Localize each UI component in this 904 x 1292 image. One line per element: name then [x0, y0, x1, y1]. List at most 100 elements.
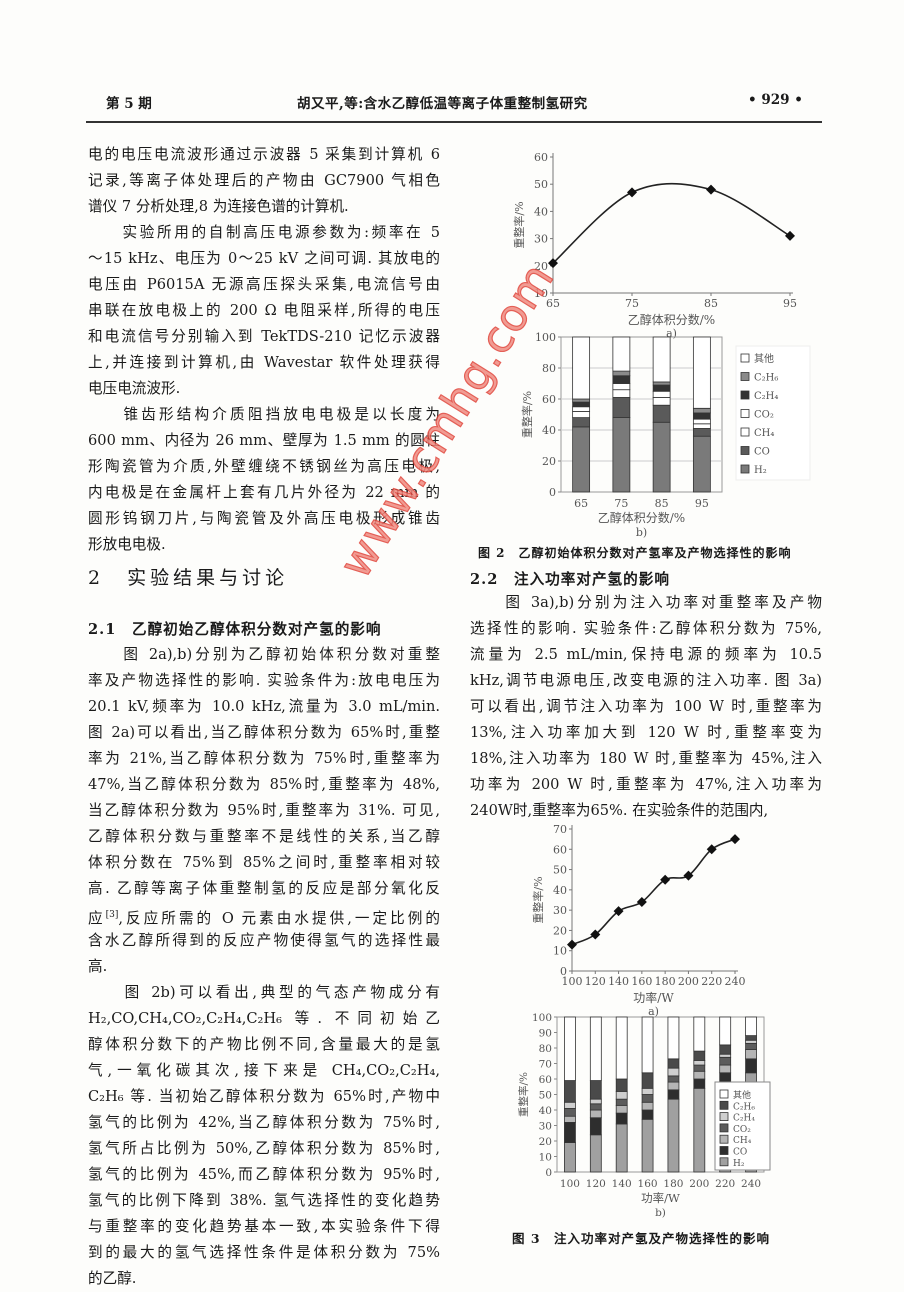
- fig2b-bar-segment: [692, 423, 711, 429]
- fig3a-data-point: [660, 874, 671, 885]
- fig2a-y-tick-label: 20: [534, 260, 548, 273]
- fig3b-x-tick-label: 200: [689, 1178, 709, 1190]
- fig3b-bar-segment: [564, 1115, 576, 1123]
- fig2b-x-tick-label: 65: [574, 497, 588, 510]
- fig2b-y-tick-label: 40: [542, 424, 556, 437]
- paragraph-5-line: H₂,CO,CH₄,CO₂,C₂H₄,C₂H₆ 等. 不同初始乙: [88, 1010, 440, 1027]
- fig3b-bar-segment: [641, 1109, 654, 1120]
- fig3b-y-axis-label: 重整率/%: [517, 1072, 530, 1117]
- fig3a-x-axis-label: 功率/W: [633, 990, 674, 1005]
- fig2a-x-axis-label: 乙醇体积分数/%: [628, 312, 715, 327]
- fig3b-bar-segment: [693, 1016, 706, 1052]
- fig2a-data-point: [706, 184, 716, 195]
- fig3a-series-line: [571, 838, 736, 946]
- fig3b-bar-segment: [641, 1094, 654, 1103]
- paragraph-6-line: 选择性的影响. 实验条件:乙醇体积分数为 75%,: [470, 620, 822, 637]
- paragraph-4-line: 20.1 kV,频率为 10.0 kHz,流量为 3.0 mL/min.: [88, 698, 440, 715]
- fig3a-y-tick-label: 40: [553, 884, 567, 897]
- paragraph-6-line: 功率为 200 W 时,重整率为 47%,注入功率为: [470, 776, 822, 793]
- paragraph-3-line: 内电极是在金属杆上套有几片外径为 22 mm 的: [88, 484, 440, 501]
- fig3b-bar-segment: [615, 1098, 628, 1106]
- fig2b-y-tick-label: 20: [542, 455, 556, 468]
- fig3b-bar-segment: [615, 1016, 628, 1080]
- fig2a-data-point: [627, 187, 637, 198]
- fig3b-legend-label: CO: [733, 1148, 747, 1158]
- fig3b-bar-segment: [641, 1118, 654, 1173]
- fig2a-data-point: [548, 258, 558, 269]
- fig2a-y-axis-label: 重整率/%: [512, 201, 526, 248]
- fig2a-x-tick-label: 75: [625, 297, 639, 310]
- fig3b-bar-segment: [641, 1016, 654, 1074]
- fig2b-bar-segment: [692, 435, 711, 493]
- fig2b-y-tick-label: 60: [542, 393, 556, 406]
- fig2a-x-tick-label: 95: [783, 297, 797, 310]
- fig2b-bar-segment: [652, 381, 671, 386]
- fig3a-x-tick-label: 220: [701, 975, 722, 988]
- fig3b-bar-segment: [564, 1108, 576, 1117]
- fig3b-bar-segment: [745, 1042, 757, 1050]
- paragraph-3-line: 圆形钨钢刀片,与陶瓷管及外高压电极形成锥齿: [88, 510, 440, 527]
- fig3b-y-tick-label: 90: [539, 1028, 552, 1040]
- fig3b-bar-segment: [719, 1056, 732, 1066]
- fig3b-legend-swatch: [719, 1112, 729, 1121]
- fig2b-y-tick-label: 100: [535, 331, 556, 344]
- fig3a-y-axis-label: 重整率/%: [531, 876, 545, 923]
- fig3b-bar-segment: [719, 1064, 732, 1074]
- fig3a-y-tick-label: 50: [553, 864, 567, 877]
- fig3b-legend-swatch: [719, 1100, 729, 1110]
- fig3a-data-point: [636, 897, 647, 908]
- fig2b-legend-swatch: [740, 464, 750, 474]
- citation-ref[interactable]: [3]: [105, 910, 119, 920]
- fig2b-legend-label: C₂H₆: [754, 373, 778, 384]
- fig3a-x-tick-label: 140: [608, 975, 629, 988]
- paragraph-6-line: 图 3a),b)分别为注入功率对重整率及产物: [470, 594, 822, 611]
- paragraph-5-line: 图 2b)可以看出,典型的气态产物成分有: [88, 984, 440, 1001]
- paragraph-6-line: 18%,注入功率为 180 W 时,重整率为 45%,注入: [470, 750, 822, 767]
- paragraph-2-line: ～15 kHz、电压为 0～25 kV 之间可调. 其放电的: [88, 250, 440, 267]
- paragraph-4-line: 当乙醇体积分数为 95%时,重整率为 31%. 可见,: [88, 802, 440, 819]
- fig3b-bar-segment: [693, 1070, 706, 1080]
- fig2b-legend-swatch: [740, 409, 750, 418]
- fig3a-y-tick-label: 30: [553, 904, 567, 917]
- fig3b-bar-segment: [667, 1075, 680, 1083]
- fig3b-bar-segment: [667, 1058, 680, 1069]
- fig3b-bar-segment: [719, 1016, 732, 1046]
- fig2a-y-tick-label: 10: [534, 287, 548, 300]
- paragraph-1-line: 电的电压电流波形通过示波器 5 采集到计算机 6: [88, 146, 440, 163]
- fig2b-legend-label: H₂: [754, 465, 767, 476]
- fig2b-bar-segment: [652, 421, 671, 493]
- fig3a-x-tick-label: 240: [725, 975, 746, 988]
- paragraph-2-line: 实验所用的自制高压电源参数为:频率在 5: [88, 224, 441, 241]
- paragraph-4-line: 图 2a)可以看出,当乙醇体积分数为 65%时,重整: [88, 724, 440, 741]
- paragraph-4-line: 图 2a),b)分别为乙醇初始体积分数对重整: [88, 646, 440, 663]
- fig2b-bar-segment: [652, 390, 671, 398]
- fig3b-legend-swatch: [719, 1123, 729, 1133]
- fig3b-legend-label: C₂H₆: [733, 1102, 755, 1112]
- paragraph-6-line: 流量为 2.5 mL/min,保持电源的频率为 10.5: [470, 646, 822, 663]
- fig3b-bar-segment: [589, 1109, 602, 1119]
- section-heading-2: 2 实验结果与讨论: [88, 567, 289, 589]
- fig3b-x-tick-label: 140: [612, 1178, 632, 1190]
- fig2b-bar-segment: [612, 336, 631, 372]
- issue-number: 第 5 期: [106, 96, 152, 112]
- fig2b-panel-label: b): [636, 526, 647, 539]
- fig3b-y-tick-label: 60: [539, 1074, 552, 1086]
- fig3b-bar-segment: [564, 1016, 576, 1081]
- paragraph-4-line: 含水乙醇所得到的反应产物使得氢气的选择性最: [88, 932, 440, 949]
- fig3b-y-tick-label: 0: [545, 1167, 552, 1179]
- fig3b-bar-segment: [615, 1123, 628, 1173]
- fig2b-bar-segment: [572, 426, 591, 493]
- fig3b-bar-segment: [693, 1078, 706, 1089]
- fig2a-y-tick-label: 60: [534, 151, 548, 164]
- fig2a-panel-label: a): [666, 327, 677, 340]
- paragraph-5-line: 氢气的比例为 45%,而乙醇体积分数为 95%时,: [88, 1166, 440, 1183]
- fig2b-bar-segment: [612, 397, 631, 419]
- paragraph-6-line: 可以看出,调节注入功率为 100 W 时,重整率为: [470, 698, 822, 715]
- fig2b-y-axis-label: 重整率/%: [520, 391, 534, 438]
- fig3b-y-tick-label: 50: [539, 1090, 552, 1102]
- fig2b-legend-label: 其他: [754, 352, 774, 365]
- fig3a-data-point: [590, 929, 601, 940]
- fig3b-bar-segment: [693, 1060, 706, 1066]
- paragraph-5-line: C₂H₆ 等. 当初始乙醇体积分数为 65%时,产物中: [88, 1088, 440, 1105]
- fig2b-bar-segment: [652, 397, 671, 406]
